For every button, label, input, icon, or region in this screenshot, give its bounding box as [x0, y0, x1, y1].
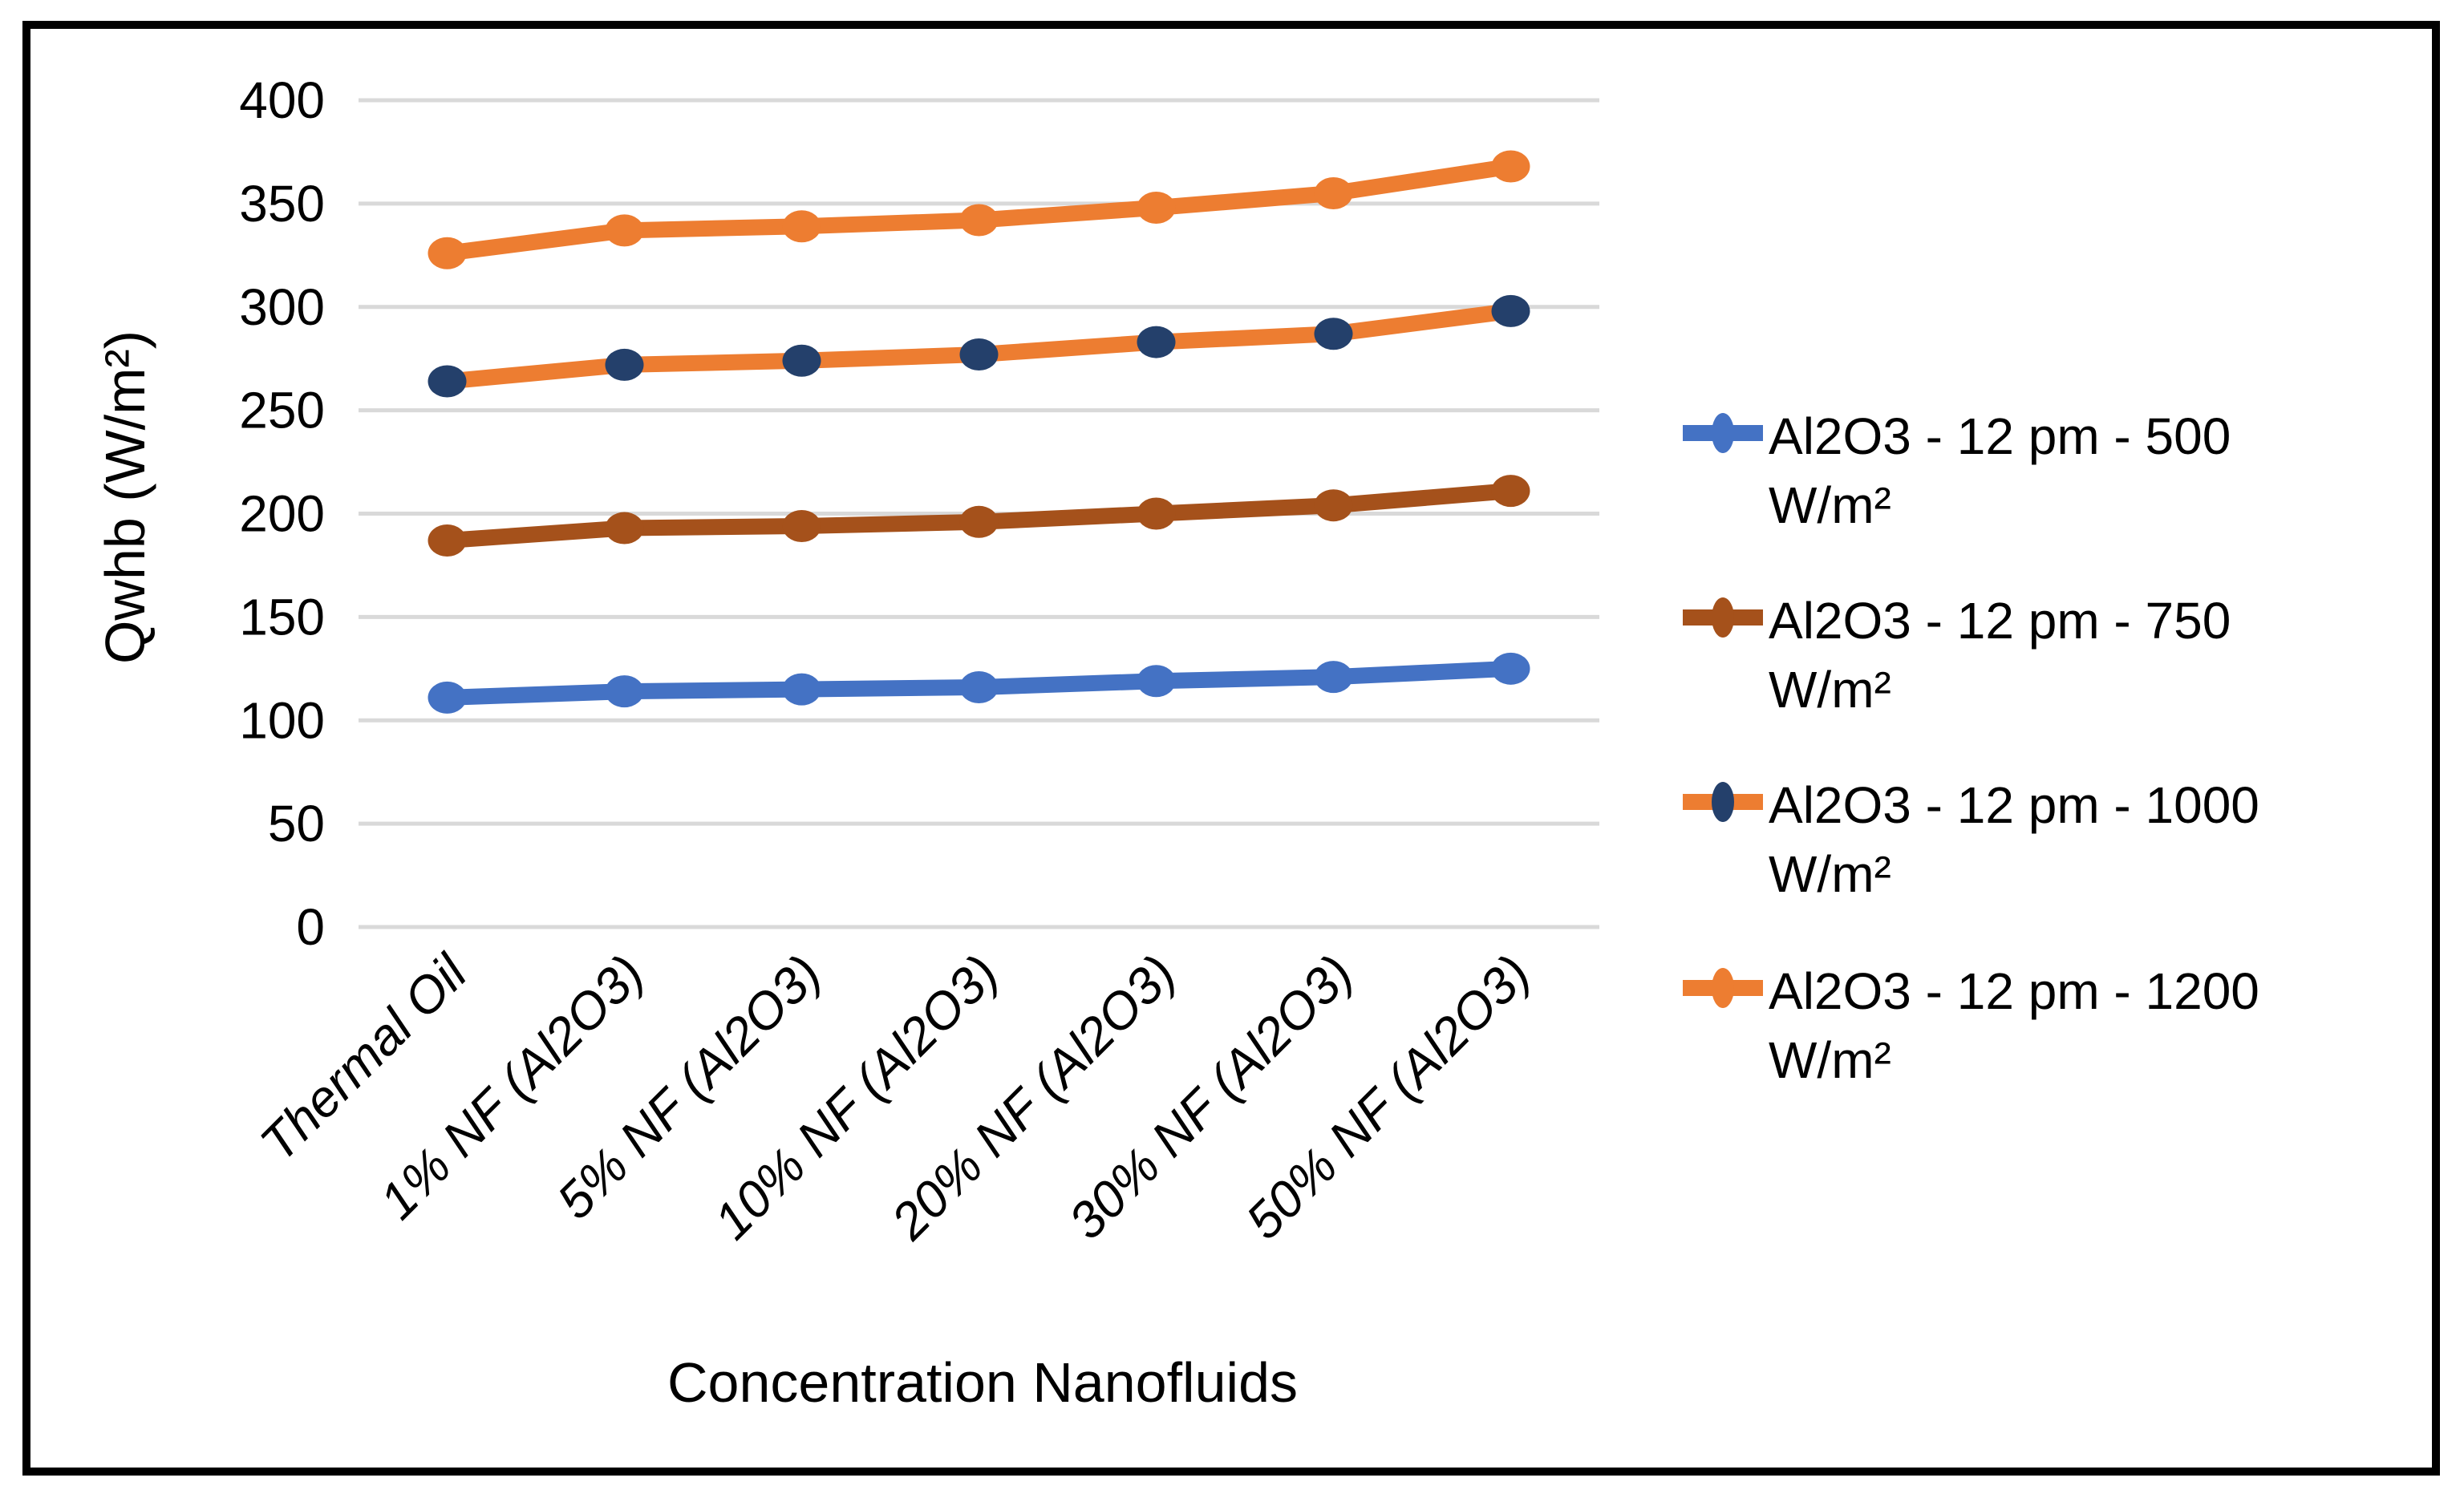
y-tick-label-100: 100	[239, 691, 325, 749]
y-tick-label-250: 250	[239, 382, 325, 439]
legend-label-al2o3-12pm-1200-line1: Al2O3 - 12 pm - 1200	[1769, 962, 2259, 1020]
series-marker-al2o3-12pm-750-0	[428, 524, 467, 557]
series-marker-al2o3-12pm-1000-5	[1314, 318, 1353, 350]
series-marker-al2o3-12pm-1000-3	[959, 338, 999, 371]
x-axis-title: Concentration Nanofluids	[667, 1351, 1298, 1414]
series-marker-al2o3-12pm-1000-6	[1491, 294, 1530, 327]
y-tick-label-350: 350	[239, 175, 325, 233]
legend-item-al2o3-12pm-1000: Al2O3 - 12 pm - 1000 W/m²	[1683, 776, 2259, 903]
series-marker-al2o3-12pm-750-3	[959, 505, 999, 538]
gridlines	[359, 98, 1599, 929]
series-marker-al2o3-12pm-1200-3	[959, 204, 999, 237]
y-tick-label-50: 50	[268, 795, 325, 852]
series-marker-al2o3-12pm-1200-4	[1137, 192, 1176, 225]
legend-marker-al2o3-12pm-750	[1712, 597, 1734, 638]
legend-marker-al2o3-12pm-500	[1712, 413, 1734, 453]
series-marker-al2o3-12pm-750-4	[1137, 497, 1176, 530]
series-marker-al2o3-12pm-1200-5	[1314, 176, 1353, 209]
series-marker-al2o3-12pm-750-5	[1314, 489, 1353, 522]
series-marker-al2o3-12pm-1000-1	[605, 348, 644, 381]
series-marker-al2o3-12pm-1200-1	[605, 214, 644, 247]
legend-marker-al2o3-12pm-1000	[1712, 782, 1734, 822]
legend-label-al2o3-12pm-1200-line2: W/m²	[1769, 1031, 1891, 1089]
legend-label-al2o3-12pm-750-line1: Al2O3 - 12 pm - 750	[1769, 592, 2231, 650]
y-tick-label-150: 150	[239, 588, 325, 646]
series-marker-al2o3-12pm-1200-6	[1491, 150, 1530, 183]
y-axis-tick-labels: 0 50 100 150 200 250 300 350 400	[239, 71, 325, 956]
legend-item-al2o3-12pm-1200: Al2O3 - 12 pm - 1200 W/m²	[1683, 962, 2259, 1089]
series-marker-al2o3-12pm-750-1	[605, 512, 644, 545]
legend-label-al2o3-12pm-1000-line1: Al2O3 - 12 pm - 1000	[1769, 776, 2259, 834]
series-marker-al2o3-12pm-750-2	[782, 509, 821, 542]
legend-label-al2o3-12pm-500-line2: W/m²	[1769, 476, 1891, 534]
legend-label-al2o3-12pm-1000-line2: W/m²	[1769, 845, 1891, 903]
series-marker-al2o3-12pm-500-4	[1137, 665, 1176, 698]
series-marker-al2o3-12pm-1200-0	[428, 237, 467, 269]
series-marker-al2o3-12pm-500-6	[1491, 652, 1530, 685]
series-marker-al2o3-12pm-1000-4	[1137, 326, 1176, 358]
legend-label-al2o3-12pm-750-line2: W/m²	[1769, 661, 1891, 719]
series-marker-al2o3-12pm-500-3	[959, 671, 999, 704]
legend-item-al2o3-12pm-500: Al2O3 - 12 pm - 500 W/m²	[1683, 407, 2231, 534]
y-tick-label-300: 300	[239, 278, 325, 336]
series-marker-al2o3-12pm-1200-2	[782, 210, 821, 243]
y-tick-label-0: 0	[296, 898, 325, 956]
series-marker-al2o3-12pm-1000-0	[428, 365, 467, 398]
legend-label-al2o3-12pm-500-line1: Al2O3 - 12 pm - 500	[1769, 407, 2231, 465]
series-marker-al2o3-12pm-1000-2	[782, 344, 821, 377]
y-tick-label-400: 400	[239, 71, 325, 129]
legend-marker-al2o3-12pm-1200	[1712, 968, 1734, 1008]
y-tick-label-200: 200	[239, 485, 325, 543]
series-layer	[428, 150, 1530, 714]
legend-item-al2o3-12pm-750: Al2O3 - 12 pm - 750 W/m²	[1683, 592, 2231, 719]
series-marker-al2o3-12pm-500-2	[782, 673, 821, 706]
y-axis-title: Qwhb (W/m²)	[94, 330, 156, 664]
series-marker-al2o3-12pm-500-1	[605, 675, 644, 708]
series-marker-al2o3-12pm-500-0	[428, 681, 467, 714]
series-marker-al2o3-12pm-500-5	[1314, 661, 1353, 694]
series-marker-al2o3-12pm-750-6	[1491, 475, 1530, 508]
